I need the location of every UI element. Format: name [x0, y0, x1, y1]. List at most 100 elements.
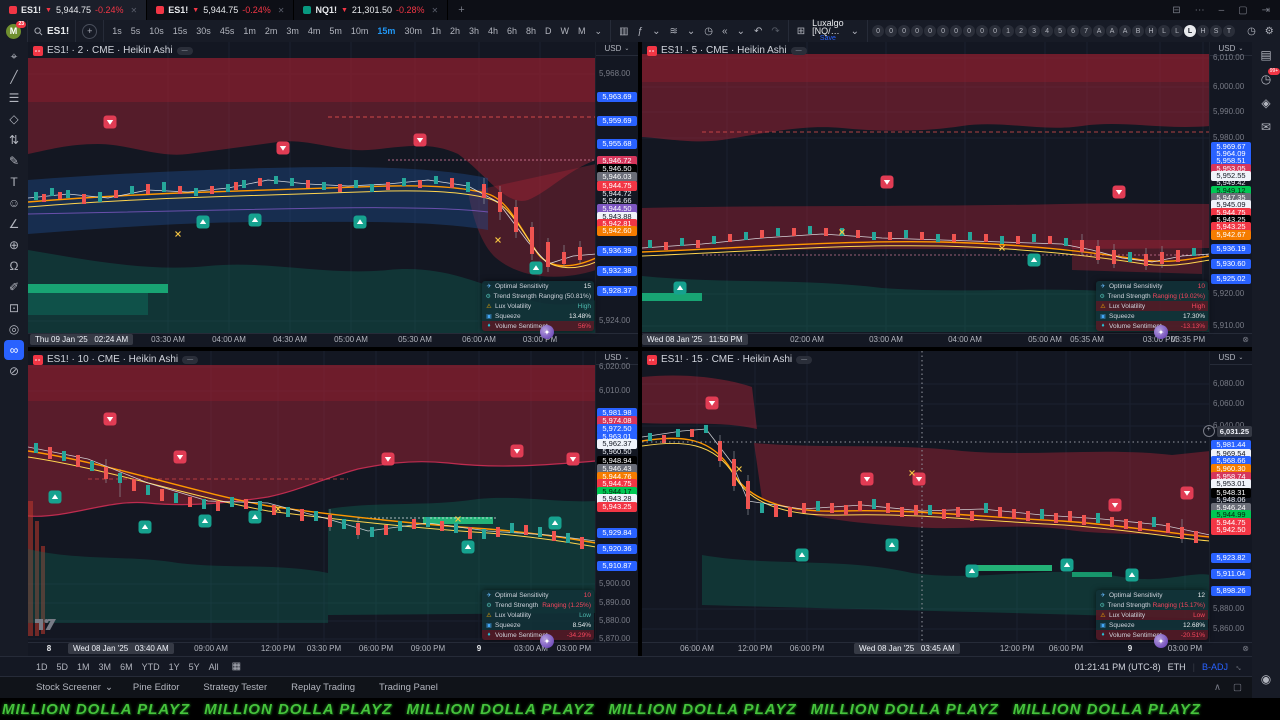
layout-slot-button[interactable]: 0 — [950, 25, 963, 37]
legend-collapse-button[interactable]: ― — [182, 355, 199, 364]
range-button[interactable]: 1Y — [168, 661, 180, 672]
more-menu-icon[interactable]: ⋯ — [1194, 4, 1205, 16]
chart-canvas-1[interactable] — [28, 42, 596, 334]
symbol-tab[interactable]: NQ1! ▼ 21,301.50 -0.28% ✕ — [294, 0, 449, 20]
timeframe-button[interactable]: 1m — [243, 26, 256, 36]
layout-slot-button[interactable]: L — [1171, 25, 1184, 37]
chart-canvas-4[interactable] — [642, 351, 1210, 643]
compare-icon[interactable]: ≋ — [669, 25, 678, 37]
chart-legend[interactable]: oo ES1! · 5 · CME · Heikin Ashi ― — [647, 45, 807, 56]
session-label[interactable]: ETH — [1167, 661, 1186, 672]
chart-pane-2[interactable]: oo ES1! · 5 · CME · Heikin Ashi ― USD ⌄ 6… — [642, 42, 1252, 347]
layout-slot-button[interactable]: 0 — [924, 25, 937, 37]
timeframe-button[interactable]: 10s — [149, 26, 164, 36]
maximize-icon[interactable]: ▢ — [1238, 4, 1248, 16]
timeframe-button[interactable]: 3h — [468, 26, 479, 36]
layout-slot-button[interactable]: H — [1197, 25, 1210, 37]
panel-tab[interactable]: Replay Trading — [291, 682, 356, 693]
layout-slot-button[interactable]: H — [1145, 25, 1158, 37]
layout-slot-button[interactable]: 0 — [989, 25, 1002, 37]
timeframe-button[interactable]: 2h — [449, 26, 460, 36]
tradingview-logo[interactable] — [35, 618, 57, 636]
watchlist-icon[interactable]: ▤ — [1260, 48, 1272, 62]
save-layout-link[interactable]: Save — [819, 35, 836, 42]
hide-drawings-icon[interactable]: ◎ — [8, 322, 20, 336]
layout-slot-button[interactable]: L — [1184, 25, 1197, 37]
symbol-tab[interactable]: ES1! ▼ 5,944.75 -0.24% ✕ — [0, 0, 148, 20]
new-tab-button[interactable]: + — [458, 4, 465, 16]
close-tab-icon[interactable]: ✕ — [130, 5, 138, 15]
legend-collapse-button[interactable]: ― — [176, 46, 193, 55]
timeframe-button[interactable]: 3m — [286, 26, 299, 36]
layout-slot-button[interactable]: 4 — [1041, 25, 1054, 37]
chart-legend[interactable]: oo ES1! · 10 · CME · Heikin Ashi ― — [33, 354, 199, 365]
trendline-tool-icon[interactable]: ╱ — [10, 70, 18, 84]
time-axis[interactable]: Wed 08 Jan '25 11:50 PM 01:00 AM02:00 AM… — [642, 333, 1252, 347]
range-button[interactable]: 3M — [98, 661, 112, 672]
panel-tab[interactable]: Trading Panel — [379, 682, 438, 693]
timeframe-button[interactable]: 4m — [307, 26, 321, 36]
text-tool-icon[interactable]: T — [10, 175, 18, 189]
settings-icon[interactable]: ⚙ — [1264, 25, 1274, 37]
layout-slot-button[interactable]: 3 — [1028, 25, 1041, 37]
replay-caret-icon[interactable]: ⌄ — [736, 25, 745, 37]
symbol-tab[interactable]: ES1! ▼ 5,944.75 -0.24% ✕ — [147, 0, 295, 20]
layout-slot-button[interactable]: 5 — [1054, 25, 1067, 37]
bar-replay-icon[interactable]: « — [722, 25, 728, 37]
indicators-icon[interactable]: ƒ — [637, 25, 644, 37]
time-axis[interactable]: Wed 08 Jan '25 03:45 AM 06:00 AM 12:00 PM… — [642, 642, 1252, 656]
timeframe-button[interactable]: 6h — [507, 26, 518, 36]
sync-drawings-icon[interactable]: ∞ — [4, 340, 24, 360]
layout-slot-button[interactable]: 0 — [976, 25, 989, 37]
indicators-caret-icon[interactable]: ⌄ — [652, 25, 661, 37]
add-alert-button[interactable]: + — [1202, 425, 1215, 437]
timeframe-button[interactable]: 2m — [264, 26, 278, 36]
layout-slot-button[interactable]: 2 — [1015, 25, 1028, 37]
layout-slot-button[interactable]: 6 — [1067, 25, 1080, 37]
range-button[interactable]: 6M — [120, 661, 133, 672]
panel-tab[interactable]: Strategy Tester — [203, 682, 268, 693]
timeframe-button[interactable]: ⌄ — [594, 25, 603, 36]
price-scale-currency-button[interactable]: USD ⌄ — [1210, 351, 1252, 365]
compare-caret-icon[interactable]: ⌄ — [686, 25, 696, 37]
layout-slot-button[interactable]: T — [1223, 25, 1236, 37]
layout-slot-button[interactable]: 1 — [1002, 25, 1015, 37]
price-scale[interactable]: USD⌄ 6,080.006,060.006,040.005,880.005,8… — [1209, 351, 1252, 643]
timeframe-button[interactable]: 5m — [329, 26, 342, 36]
layout-name[interactable]: Luxalgo [NQ/… Save — [812, 18, 844, 43]
remove-drawings-icon[interactable]: ⊘ — [8, 364, 20, 378]
price-scale[interactable]: USD ⌄ 6,010.00 6,000.00 5,990.00 5,980.00 5,9… — [1209, 42, 1252, 334]
timeframe-button[interactable]: 30m — [404, 26, 422, 36]
close-tab-icon[interactable]: ✕ — [277, 5, 285, 15]
timeframe-button[interactable]: D — [545, 26, 552, 36]
chart-style-icon[interactable]: ▥ — [619, 25, 629, 37]
timeframe-button[interactable]: 45s — [219, 26, 235, 36]
avatar[interactable]: M 23 — [6, 20, 26, 39]
lock-drawings-icon[interactable]: ⊡ — [8, 301, 20, 315]
chart-pane-1[interactable]: oo ES1! · 2 · CME · Heikin Ashi ― USD ⌄ 5… — [28, 42, 638, 347]
timeframe-button[interactable]: M — [578, 26, 586, 36]
undo-icon[interactable]: ↶ — [753, 25, 763, 37]
panel-tab[interactable]: Pine Editor — [132, 682, 180, 693]
measure-tool-icon[interactable]: ∠ — [8, 217, 20, 231]
panel-open-icon[interactable]: ∧ — [1214, 682, 1222, 693]
layout-slot-button[interactable]: 0 — [872, 25, 885, 37]
price-scale[interactable]: USD ⌄ 6,020.00 6,010.00 5,900.00 5,890.00 5,8… — [595, 351, 638, 643]
layout-slot-button[interactable]: 0 — [937, 25, 950, 37]
layout-slot-button[interactable]: A — [1106, 25, 1119, 37]
notifications-icon[interactable]: ◉ — [1260, 672, 1272, 686]
close-tab-icon[interactable]: ✕ — [431, 5, 439, 15]
price-scale-currency-button[interactable]: USD ⌄ — [596, 351, 638, 365]
zoom-in-tool-icon[interactable]: ⊕ — [8, 238, 20, 252]
drawing-mode-icon[interactable]: ✐ — [8, 280, 20, 294]
chart-legend[interactable]: oo ES1! · 2 · CME · Heikin Ashi ― — [33, 45, 193, 56]
timeframe-button[interactable]: 15s — [172, 26, 188, 36]
layout-slot-button[interactable]: 0 — [898, 25, 911, 37]
emoji-tool-icon[interactable]: ☺ — [7, 196, 21, 210]
alert-add-icon[interactable]: ◷ — [704, 25, 714, 37]
redo-icon[interactable]: ↷ — [771, 25, 780, 37]
range-button[interactable]: YTD — [141, 661, 160, 672]
timeframe-button[interactable]: 30s — [196, 26, 211, 36]
timeframe-button[interactable]: 1s — [112, 26, 122, 36]
alert-clock-icon[interactable]: ◷ — [1247, 25, 1256, 37]
